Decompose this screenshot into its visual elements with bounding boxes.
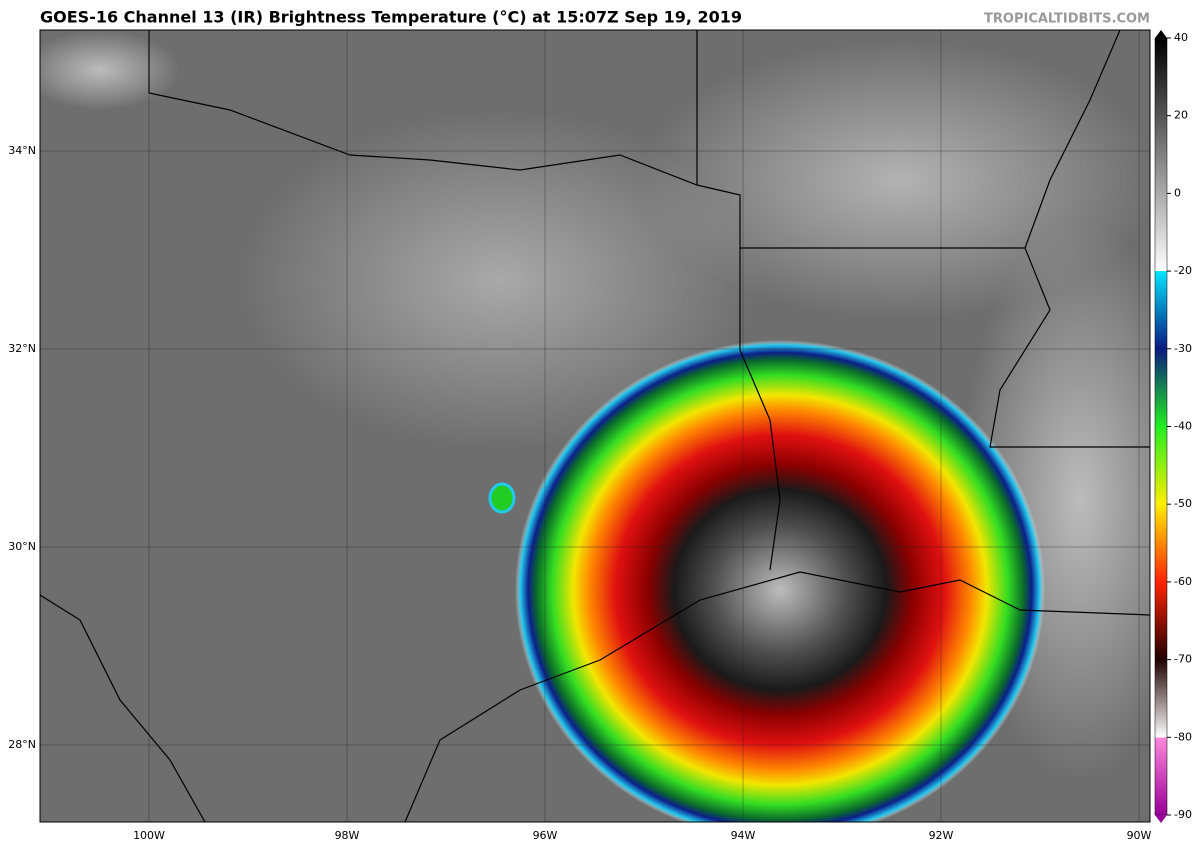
colorbar-tick-label: -50 bbox=[1174, 497, 1192, 510]
colorbar-tick-label: -40 bbox=[1174, 420, 1192, 433]
colorbar-tick-label: 40 bbox=[1174, 31, 1188, 44]
longitude-label: 96W bbox=[533, 829, 558, 842]
colorbar-tick-label: 0 bbox=[1174, 186, 1181, 199]
colorbar-tick-label: 20 bbox=[1174, 109, 1188, 122]
colorbar-tick-label: -90 bbox=[1174, 808, 1192, 821]
longitude-label: 98W bbox=[335, 829, 360, 842]
colorbar-tick-label: -20 bbox=[1174, 264, 1192, 277]
satellite-image bbox=[40, 30, 1150, 822]
latitude-label: 34°N bbox=[8, 144, 36, 157]
title: GOES-16 Channel 13 (IR) Brightness Tempe… bbox=[40, 8, 742, 27]
graticule bbox=[40, 30, 1150, 822]
colorbar-tick-label: -80 bbox=[1174, 730, 1192, 743]
map-frame bbox=[39, 29, 1151, 823]
longitude-label: 90W bbox=[1127, 829, 1152, 842]
colorbar-tick-label: -70 bbox=[1174, 653, 1192, 666]
colorbar-tick-label: -30 bbox=[1174, 342, 1192, 355]
longitude-label: 100W bbox=[133, 829, 165, 842]
latitude-label: 28°N bbox=[8, 738, 36, 751]
longitude-label: 92W bbox=[929, 829, 954, 842]
watermark: TROPICALTIDBITS.COM bbox=[984, 12, 1150, 27]
colorbar-tick-label: -60 bbox=[1174, 575, 1192, 588]
colorbar bbox=[1154, 37, 1168, 816]
latitude-label: 30°N bbox=[8, 540, 36, 553]
colorbar-arrow bbox=[1155, 30, 1167, 38]
longitude-label: 94W bbox=[731, 829, 756, 842]
latitude-label: 32°N bbox=[8, 342, 36, 355]
colorbar-arrow bbox=[1155, 815, 1167, 823]
